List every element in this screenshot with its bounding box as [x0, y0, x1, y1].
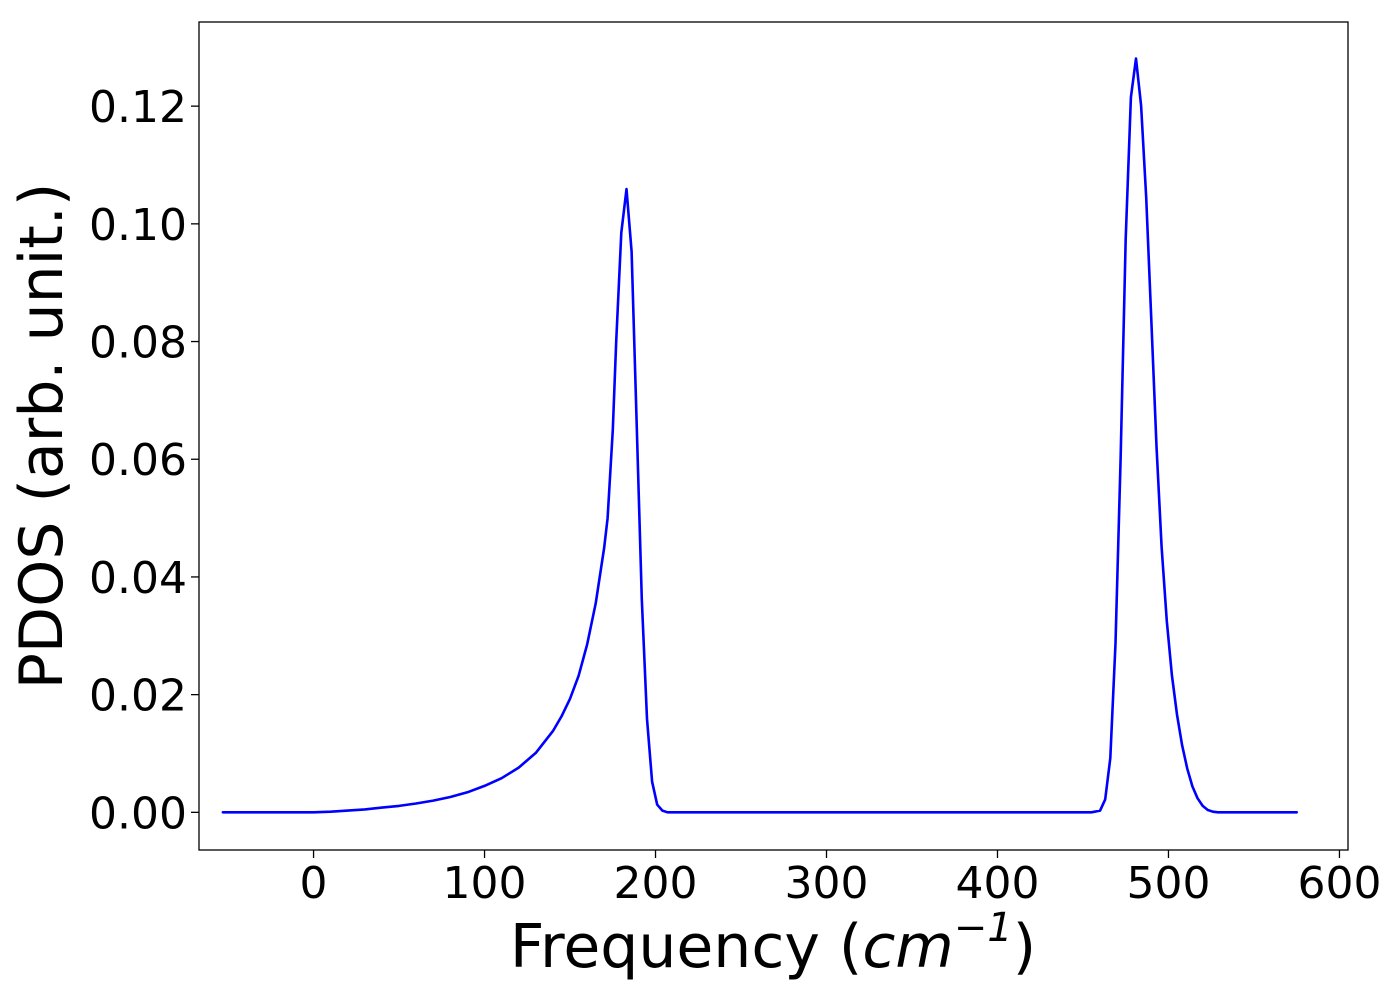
x-tick-label: 300 [785, 858, 869, 909]
y-tick-label: 0.12 [89, 82, 187, 133]
pdos-series-line [221, 57, 1298, 814]
x-tick-label: 400 [955, 858, 1039, 909]
plot-frame [198, 21, 1349, 851]
y-axis-label: PDOS (arb. unit.) [7, 183, 77, 690]
x-axis-label-unit: cm [862, 912, 953, 982]
plot-background [199, 22, 1348, 850]
x-tick-label: 600 [1297, 858, 1381, 909]
y-axis-ticks: 0.00 0.02 0.04 0.06 0.08 0.10 0.12 [89, 82, 199, 839]
y-tick-label: 0.00 [89, 788, 187, 839]
y-tick-label: 0.02 [89, 671, 187, 722]
x-axis-label: Frequency (cm−1) [510, 905, 1036, 982]
x-axis-label-close-paren: ) [1013, 912, 1036, 982]
x-tick-label: 100 [443, 858, 527, 909]
y-tick-label: 0.10 [89, 200, 187, 251]
x-tick-label: 500 [1126, 858, 1210, 909]
x-tick-label: 200 [614, 858, 698, 909]
x-axis-label-open-paren: ( [820, 912, 862, 982]
x-axis-ticks: 0 100 200 300 400 500 600 [300, 850, 1381, 909]
y-tick-label: 0.06 [89, 435, 187, 486]
x-axis-label-text: Frequency [510, 912, 820, 982]
y-tick-label: 0.08 [89, 318, 187, 369]
x-tick-label: 0 [300, 858, 328, 909]
x-axis-label-unit-exponent: −1 [954, 905, 1013, 951]
y-tick-label: 0.04 [89, 553, 187, 604]
